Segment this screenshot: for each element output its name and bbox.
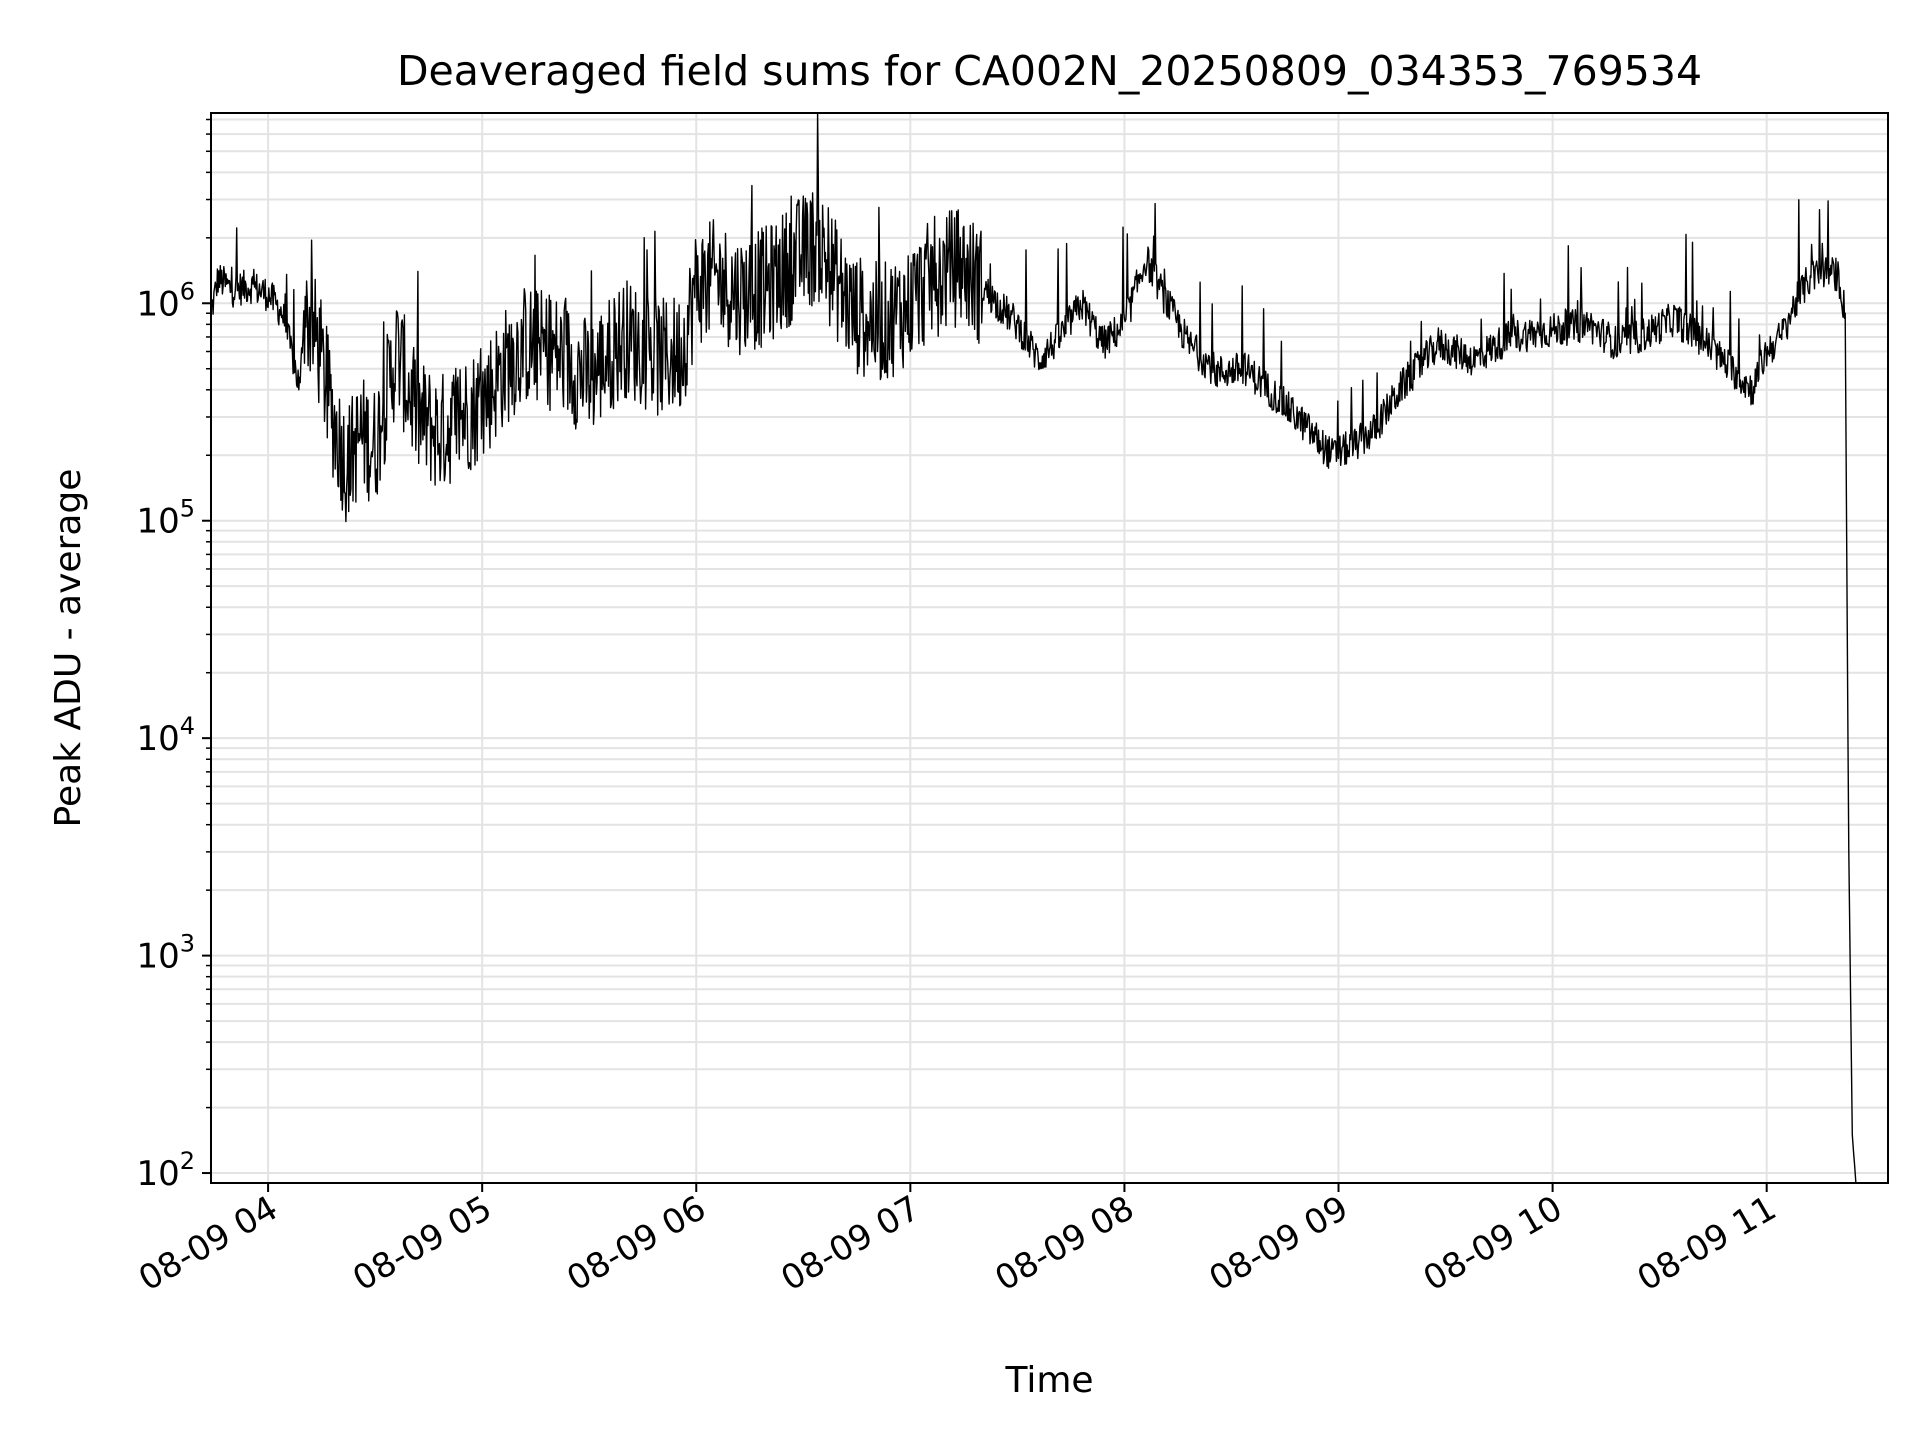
x-axis-label: Time bbox=[1004, 1360, 1093, 1401]
y-tick-label: 102 bbox=[136, 1147, 195, 1194]
y-tick-exponent: 5 bbox=[180, 495, 195, 523]
y-tick-label: 104 bbox=[136, 712, 195, 759]
y-tick-exponent: 2 bbox=[180, 1147, 195, 1175]
y-tick-exponent: 6 bbox=[180, 277, 195, 305]
y-axis-label: Peak ADU - average bbox=[48, 469, 89, 828]
series-layer bbox=[210, 112, 1857, 1184]
plot-frame bbox=[210, 112, 1889, 1184]
y-tick-exponent: 4 bbox=[180, 712, 195, 740]
chart-title: Deaveraged field sums for CA002N_2025080… bbox=[397, 47, 1702, 95]
y-tick-base: 10 bbox=[136, 937, 179, 977]
y-tick-label: 105 bbox=[136, 495, 195, 542]
y-tick-exponent: 3 bbox=[180, 930, 195, 958]
y-tick-label: 103 bbox=[136, 930, 195, 977]
y-tick-base: 10 bbox=[136, 1154, 179, 1194]
y-tick-base: 10 bbox=[136, 284, 179, 324]
series-line bbox=[210, 112, 1857, 1184]
y-tick-base: 10 bbox=[136, 719, 179, 759]
y-tick-base: 10 bbox=[136, 502, 179, 542]
y-tick-label: 106 bbox=[136, 277, 195, 324]
grid bbox=[211, 113, 1888, 1183]
